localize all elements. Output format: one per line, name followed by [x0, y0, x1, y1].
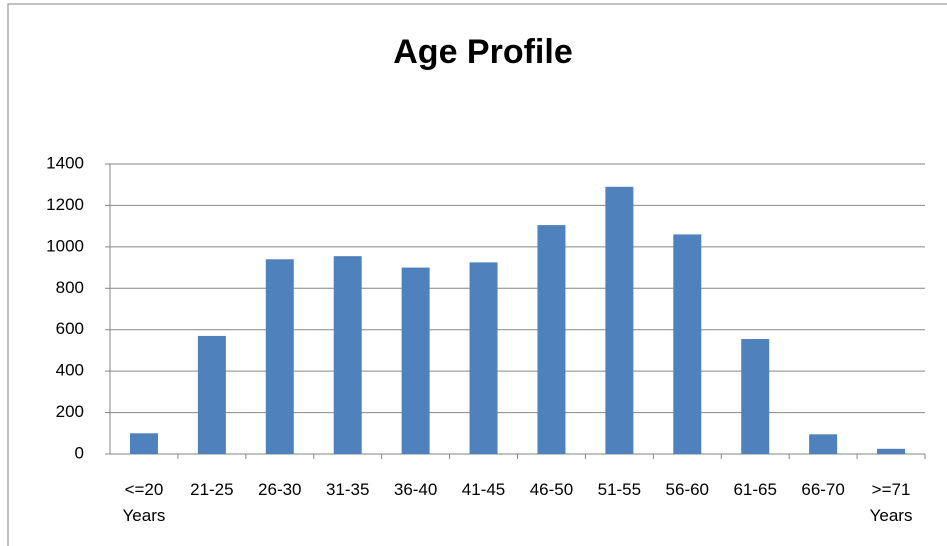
x-tick-label: 26-30	[258, 480, 302, 499]
y-tick-label: 800	[56, 278, 84, 297]
x-tick-label: 36-40	[393, 480, 438, 499]
bar	[129, 433, 158, 454]
y-tick-label: 1200	[46, 195, 84, 214]
x-tick-label: <=20 Years	[122, 480, 166, 525]
x-tick-label: 56-60	[665, 480, 710, 499]
bar	[469, 262, 498, 454]
x-tick-label: 31-35	[325, 480, 370, 499]
x-tick-label: 66-70	[801, 480, 845, 499]
x-tick-label: 21-25	[190, 480, 234, 499]
bar	[401, 267, 430, 454]
y-tick-label: 1400	[46, 153, 84, 172]
bar	[673, 234, 702, 454]
chart-title: Age Profile	[393, 33, 572, 71]
y-tick-label: 0	[75, 443, 84, 462]
x-tick-label: 51-55	[597, 480, 642, 499]
x-tick-label: >=71 Years	[869, 480, 913, 525]
y-tick-label: 200	[56, 402, 84, 421]
bar	[809, 434, 838, 454]
bar	[537, 225, 566, 454]
y-tick-label: 600	[56, 319, 84, 338]
x-tick-label: 41-45	[461, 480, 506, 499]
y-tick-label: 1000	[46, 236, 84, 255]
y-tick-label: 400	[56, 361, 84, 380]
x-tick-label: 61-65	[733, 480, 777, 499]
bar	[197, 335, 226, 454]
bar	[741, 339, 770, 454]
bar	[605, 186, 634, 455]
bar	[265, 259, 294, 454]
bar	[333, 256, 362, 454]
bar	[877, 448, 906, 454]
x-tick-label: 46-50	[529, 480, 574, 499]
